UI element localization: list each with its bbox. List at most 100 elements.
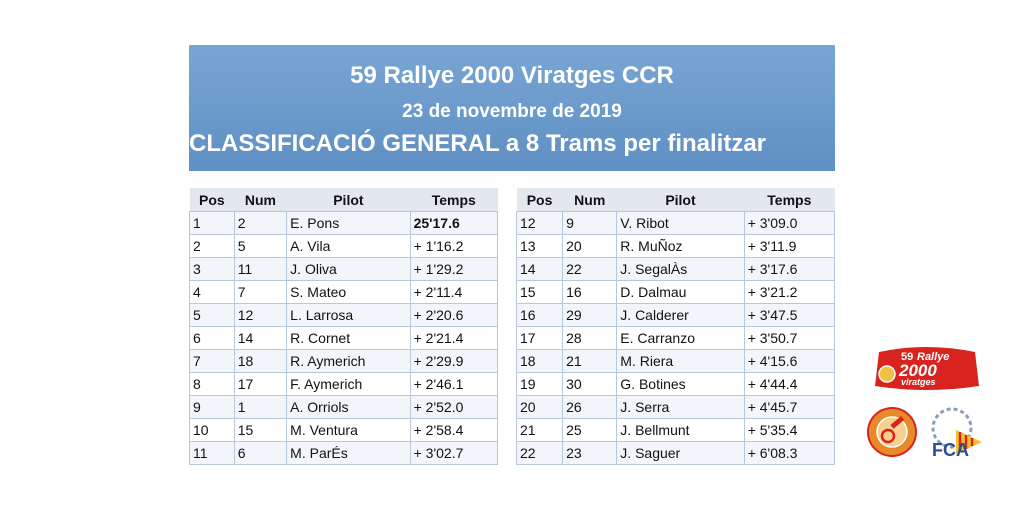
pilot-cell: M. Riera: [616, 349, 745, 373]
time-cell: + 3'09.0: [743, 211, 836, 235]
rallye-word: Rallye: [917, 351, 949, 363]
time-cell: + 4'44.4: [743, 372, 836, 396]
num-cell: 16: [562, 280, 618, 304]
pilot-cell: L. Larrosa: [286, 303, 411, 327]
pos-cell: 2: [189, 234, 235, 258]
rallye-number: 59: [901, 351, 913, 363]
table-row: 10 15 M. Ventura + 2'58.4: [189, 418, 499, 442]
pilot-cell: G. Botines: [616, 372, 745, 396]
table-row: 2 5 A. Vila + 1'16.2: [189, 234, 499, 258]
table-row: 14 22 J. SegalÀs + 3'17.6: [515, 257, 836, 281]
time-cell: + 4'45.7: [743, 395, 836, 419]
pos-cell: 17: [515, 326, 564, 350]
table-row: 18 21 M. Riera + 4'15.6: [515, 349, 836, 373]
table-row: 12 9 V. Ribot + 3'09.0: [515, 211, 836, 235]
title-banner: 59 Rallye 2000 Viratges CCR 23 de novemb…: [189, 45, 835, 171]
table-row: 15 16 D. Dalmau + 3'21.2: [515, 280, 836, 304]
num-cell: 18: [233, 349, 288, 373]
rallye-2000: 2000: [898, 361, 937, 380]
event-title: 59 Rallye 2000 Viratges CCR: [350, 62, 674, 89]
table-row: 4 7 S. Mateo + 2'11.4: [189, 280, 499, 304]
time-cell: + 2'58.4: [409, 418, 499, 442]
table-row: 19 30 G. Botines + 4'44.4: [515, 372, 836, 396]
rallye-viratges: viratges: [901, 377, 936, 387]
pos-cell: 18: [515, 349, 564, 373]
table-row: 20 26 J. Serra + 4'45.7: [515, 395, 836, 419]
pilot-cell: F. Aymerich: [286, 372, 411, 396]
pilot-cell: R. MuÑoz: [616, 234, 745, 258]
table-row: 9 1 A. Orriols + 2'52.0: [189, 395, 499, 419]
col-time: Temps: [744, 188, 835, 212]
rallye-logo: 59 Rallye 2000 viratges: [875, 347, 979, 390]
table-row: 16 29 J. Calderer + 3'47.5: [515, 303, 836, 327]
num-cell: 26: [562, 395, 618, 419]
num-cell: 11: [233, 257, 288, 281]
time-cell: + 3'17.6: [743, 257, 836, 281]
table-row: 1 2 E. Pons 25'17.6: [189, 211, 499, 235]
time-cell: + 4'15.6: [743, 349, 836, 373]
time-cell: + 2'21.4: [409, 326, 499, 350]
pos-cell: 8: [189, 372, 235, 396]
time-cell: + 2'52.0: [409, 395, 499, 419]
num-cell: 20: [562, 234, 618, 258]
pos-cell: 21: [515, 418, 564, 442]
table-row: 13 20 R. MuÑoz + 3'11.9: [515, 234, 836, 258]
num-cell: 6: [233, 441, 288, 465]
time-cell: + 3'21.2: [743, 280, 836, 304]
col-pilot: Pilot: [286, 188, 411, 212]
time-cell: + 2'20.6: [409, 303, 499, 327]
pilot-cell: J. Saguer: [616, 441, 745, 465]
num-cell: 9: [562, 211, 618, 235]
pos-cell: 9: [189, 395, 235, 419]
time-cell: + 3'02.7: [409, 441, 499, 465]
pilot-cell: A. Vila: [286, 234, 411, 258]
table-header-row: Pos Num Pilot Temps: [189, 188, 498, 212]
results-table-left: Pos Num Pilot Temps 1 2 E. Pons 25'17.6 2 5 A.…: [189, 188, 499, 465]
pilot-cell: E. Carranzo: [616, 326, 745, 350]
table-row: 17 28 E. Carranzo + 3'50.7: [515, 326, 836, 350]
pos-cell: 7: [189, 349, 235, 373]
time-cell: + 3'50.7: [743, 326, 836, 350]
pos-cell: 19: [515, 372, 564, 396]
col-pos: Pos: [516, 188, 563, 212]
num-cell: 7: [233, 280, 288, 304]
table-row: 7 18 R. Aymerich + 2'29.9: [189, 349, 499, 373]
pilot-cell: J. Calderer: [616, 303, 745, 327]
col-pilot: Pilot: [616, 188, 745, 212]
pos-cell: 11: [189, 441, 235, 465]
num-cell: 1: [233, 395, 288, 419]
pos-cell: 4: [189, 280, 235, 304]
time-cell: 25'17.6: [409, 211, 499, 235]
time-cell: + 2'46.1: [409, 372, 499, 396]
event-date: 23 de novembre de 2019: [402, 101, 622, 122]
results-table-right: Pos Num Pilot Temps 12 9 V. Ribot + 3'09.0 1…: [515, 188, 836, 465]
pos-cell: 14: [515, 257, 564, 281]
pos-cell: 1: [189, 211, 235, 235]
num-cell: 17: [233, 372, 288, 396]
num-cell: 5: [233, 234, 288, 258]
num-cell: 21: [562, 349, 618, 373]
table-row: 3 11 J. Oliva + 1'29.2: [189, 257, 499, 281]
pilot-cell: R. Cornet: [286, 326, 411, 350]
num-cell: 15: [233, 418, 288, 442]
num-cell: 25: [562, 418, 618, 442]
num-cell: 14: [233, 326, 288, 350]
num-cell: 28: [562, 326, 618, 350]
classification-subtitle: CLASSIFICACIÓ GENERAL a 8 Trams per fina…: [189, 130, 767, 157]
time-cell: + 5'35.4: [743, 418, 836, 442]
pilot-cell: J. Oliva: [286, 257, 411, 281]
pos-cell: 15: [515, 280, 564, 304]
time-cell: + 1'16.2: [409, 234, 499, 258]
num-cell: 23: [562, 441, 618, 465]
fca-letters: FCA: [932, 440, 969, 460]
pilot-cell: E. Pons: [286, 211, 411, 235]
club-logo: [867, 407, 917, 457]
pilot-cell: S. Mateo: [286, 280, 411, 304]
num-cell: 30: [562, 372, 618, 396]
col-num: Num: [562, 188, 617, 212]
num-cell: 12: [233, 303, 288, 327]
pos-cell: 13: [515, 234, 564, 258]
col-num: Num: [234, 188, 287, 212]
pos-cell: 3: [189, 257, 235, 281]
pilot-cell: J. SegalÀs: [616, 257, 745, 281]
